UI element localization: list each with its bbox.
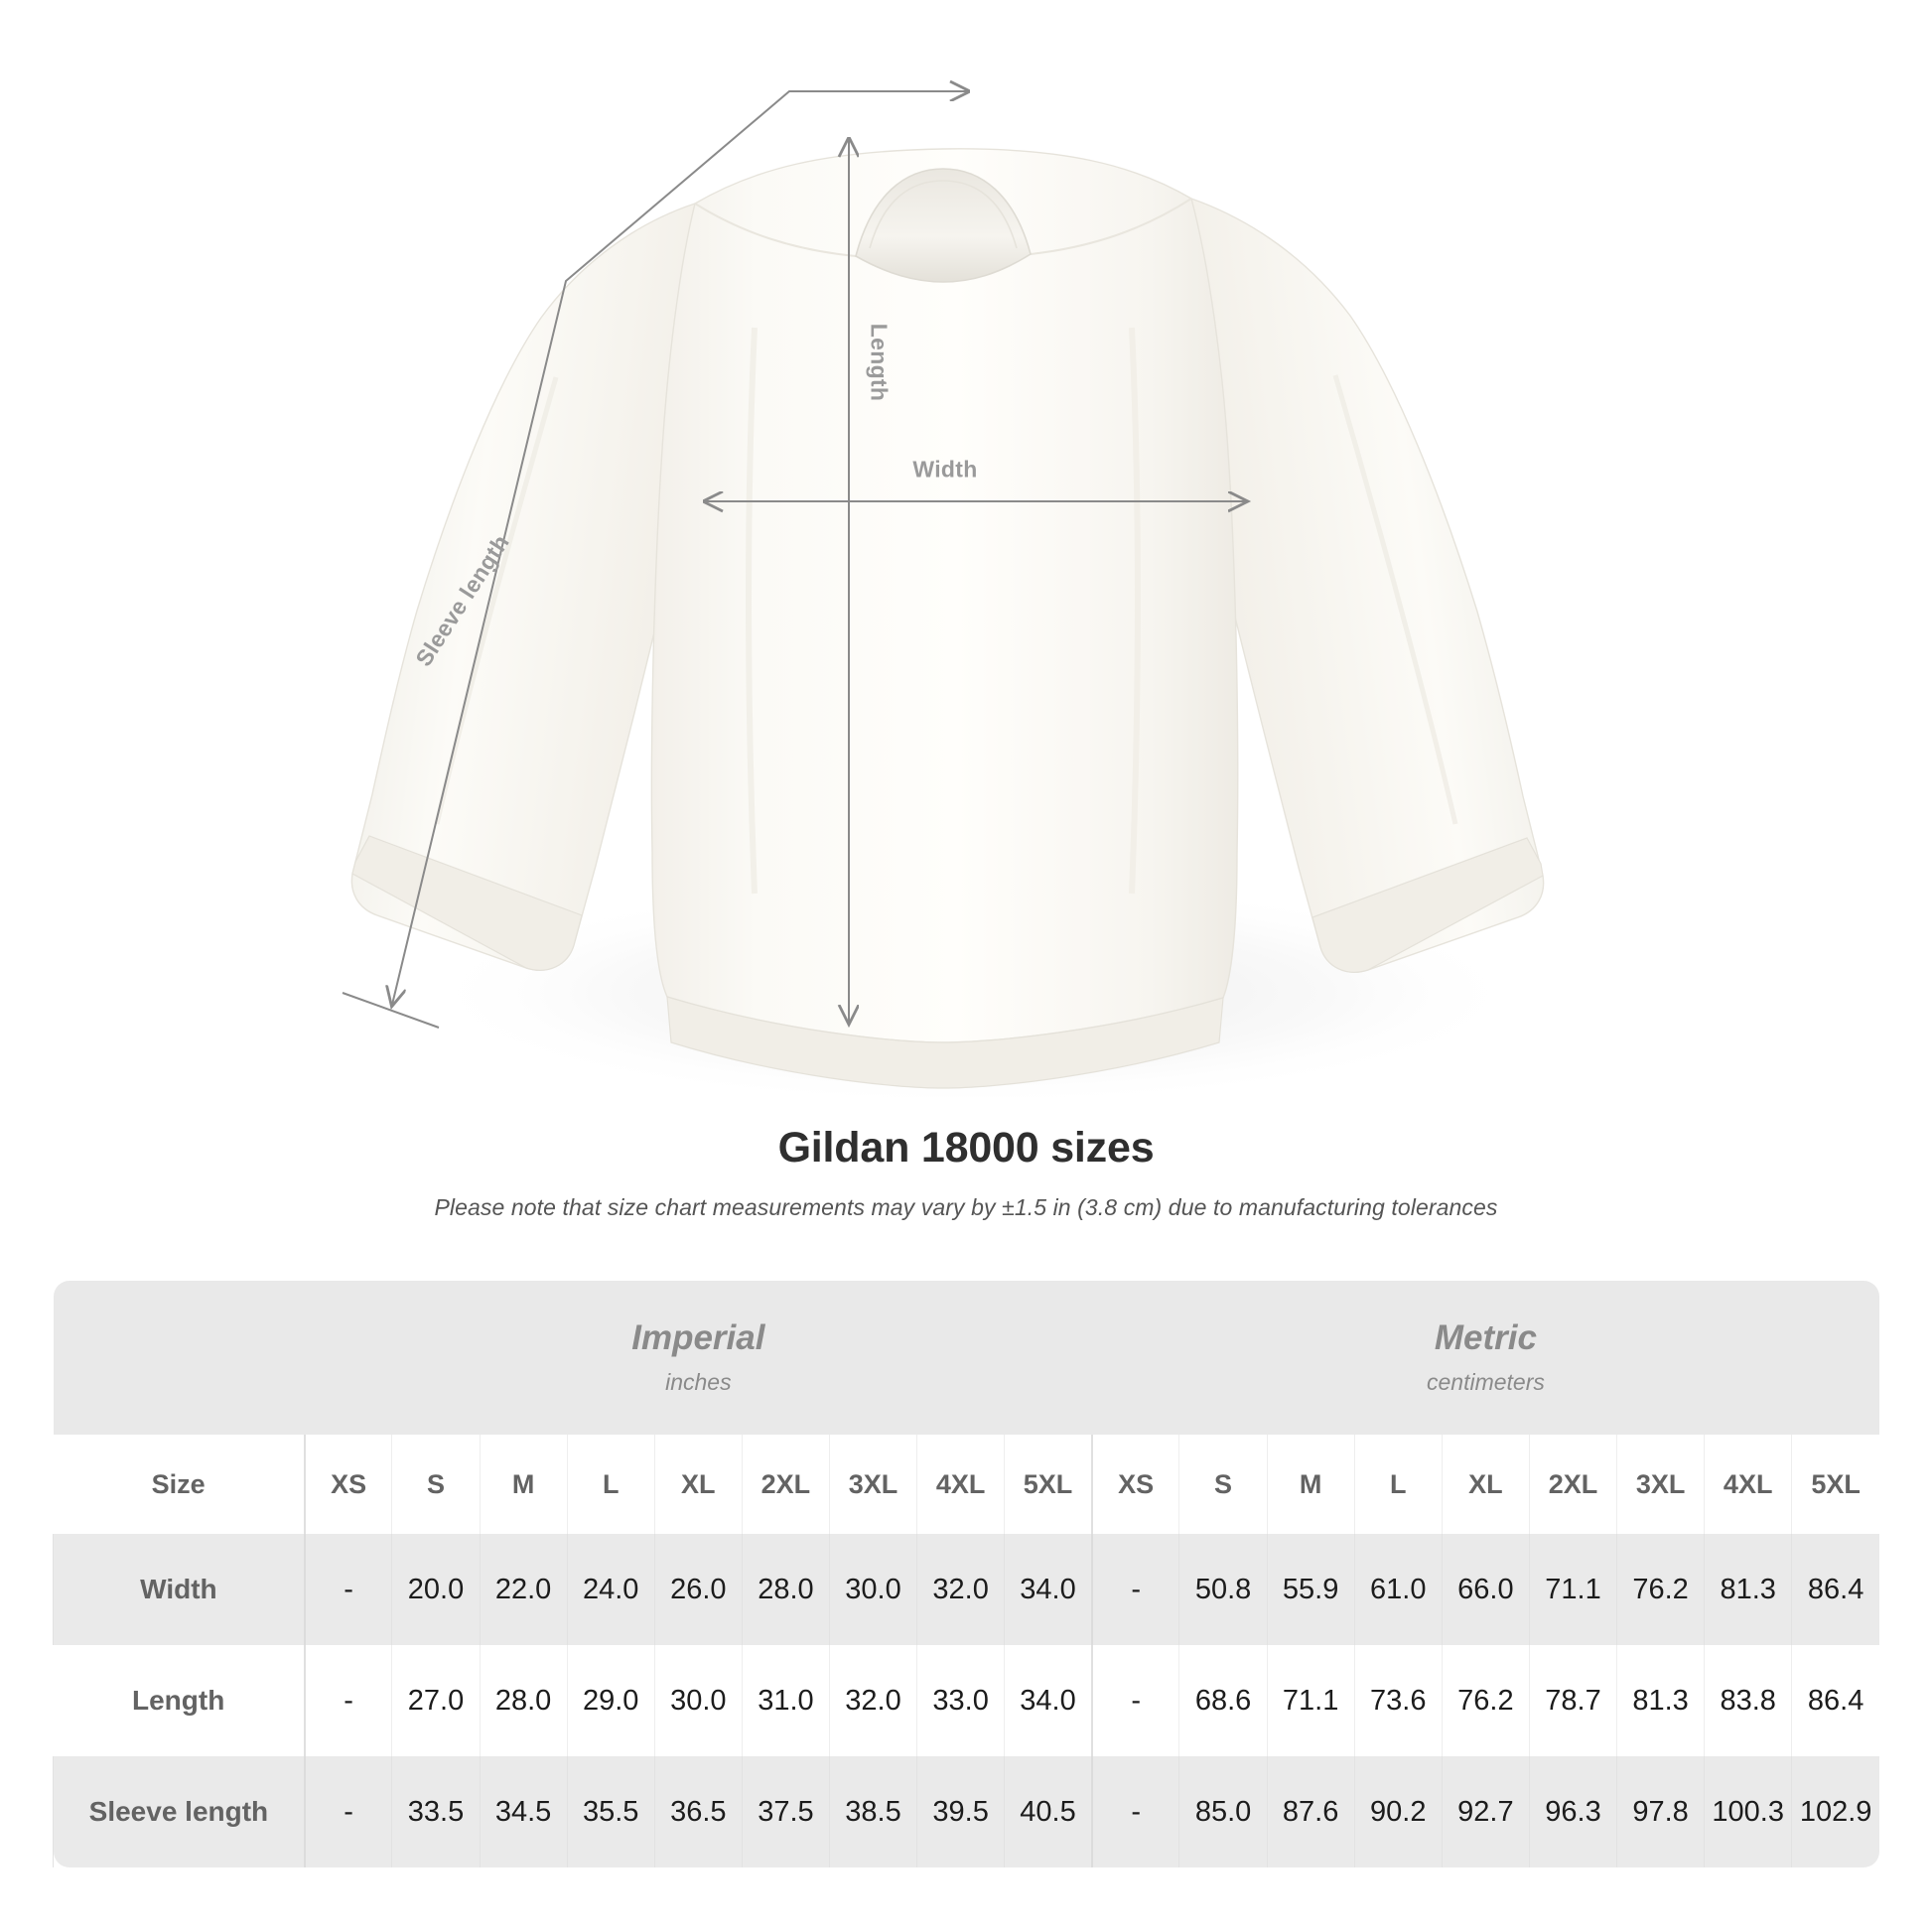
header-met-xs: XS	[1090, 1435, 1179, 1534]
cell-width-imp-xs: -	[303, 1534, 392, 1645]
cell-sleeve-met-2xl: 96.3	[1528, 1756, 1617, 1867]
cell-length-met-s: 68.6	[1178, 1645, 1268, 1756]
title-block: Gildan 18000 sizes Please note that size…	[0, 1124, 1932, 1221]
cell-width-met-xl: 66.0	[1441, 1534, 1530, 1645]
garment-illustration: Width Length Sleeve length	[342, 0, 1545, 1107]
width-dimension-label: Width	[912, 456, 978, 483]
cell-sleeve-imp-5xl: 40.5	[1004, 1756, 1092, 1867]
table-header-row: Size XS S M L XL 2XL 3XL 4XL 5XL XS S M …	[53, 1435, 1879, 1534]
cell-length-met-m: 71.1	[1266, 1645, 1355, 1756]
cell-width-imp-5xl: 34.0	[1004, 1534, 1092, 1645]
cell-width-imp-xl: 26.0	[653, 1534, 743, 1645]
unit-band-row: Imperial inches Metric centimeters	[53, 1281, 1879, 1435]
cell-length-imp-xs: -	[303, 1645, 392, 1756]
header-imp-2xl: 2XL	[741, 1435, 830, 1534]
header-imp-4xl: 4XL	[916, 1435, 1005, 1534]
sweatshirt-graphic	[350, 148, 1545, 1089]
imperial-sub-label: inches	[665, 1369, 732, 1396]
header-met-5xl: 5XL	[1791, 1435, 1879, 1534]
cell-length-imp-2xl: 31.0	[741, 1645, 830, 1756]
cell-sleeve-imp-s: 33.5	[391, 1756, 481, 1867]
header-imp-m: M	[479, 1435, 568, 1534]
page-title: Gildan 18000 sizes	[777, 1124, 1155, 1172]
cell-width-imp-l: 24.0	[566, 1534, 655, 1645]
header-met-s: S	[1178, 1435, 1268, 1534]
cell-width-met-5xl: 86.4	[1791, 1534, 1879, 1645]
header-imp-xl: XL	[653, 1435, 743, 1534]
header-imp-xs: XS	[303, 1435, 392, 1534]
cell-sleeve-met-3xl: 97.8	[1616, 1756, 1705, 1867]
imperial-label: Imperial	[631, 1317, 765, 1357]
cell-sleeve-met-m: 87.6	[1266, 1756, 1355, 1867]
cell-sleeve-imp-xs: -	[303, 1756, 392, 1867]
cell-sleeve-imp-4xl: 39.5	[916, 1756, 1005, 1867]
size-chart-table: Imperial inches Metric centimeters Size …	[52, 1281, 1879, 1867]
table-row-length: Length - 27.0 28.0 29.0 30.0 31.0 32.0 3…	[53, 1645, 1879, 1756]
cell-sleeve-imp-2xl: 37.5	[741, 1756, 830, 1867]
cell-width-met-l: 61.0	[1353, 1534, 1443, 1645]
cell-sleeve-imp-xl: 36.5	[653, 1756, 743, 1867]
metric-unit-cell: Metric centimeters	[1091, 1281, 1879, 1435]
cell-length-imp-s: 27.0	[391, 1645, 481, 1756]
cell-width-imp-4xl: 32.0	[916, 1534, 1005, 1645]
imperial-unit-cell: Imperial inches	[304, 1281, 1092, 1435]
cell-width-met-m: 55.9	[1266, 1534, 1355, 1645]
cell-length-imp-m: 28.0	[479, 1645, 568, 1756]
cell-length-met-3xl: 81.3	[1616, 1645, 1705, 1756]
table-row-sleeve-length: Sleeve length - 33.5 34.5 35.5 36.5 37.5…	[52, 1756, 1879, 1867]
metric-label: Metric	[1434, 1317, 1537, 1357]
cell-sleeve-imp-l: 35.5	[566, 1756, 655, 1867]
length-dimension-label: Length	[866, 323, 893, 402]
sleeve-measure-line	[342, 91, 968, 1029]
cell-length-imp-5xl: 34.0	[1004, 1645, 1092, 1756]
header-met-xl: XL	[1441, 1435, 1530, 1534]
cell-length-met-4xl: 83.8	[1704, 1645, 1792, 1756]
row-label-sleeve-length: Sleeve length	[52, 1756, 305, 1867]
cell-length-met-xl: 76.2	[1441, 1645, 1530, 1756]
unit-band-spacer	[53, 1281, 305, 1435]
tolerance-note: Please note that size chart measurements…	[434, 1194, 1498, 1220]
cell-length-imp-4xl: 33.0	[916, 1645, 1005, 1756]
header-met-2xl: 2XL	[1528, 1435, 1617, 1534]
header-met-m: M	[1266, 1435, 1355, 1534]
header-imp-3xl: 3XL	[828, 1435, 917, 1534]
cell-width-met-xs: -	[1090, 1534, 1179, 1645]
header-met-3xl: 3XL	[1616, 1435, 1705, 1534]
cell-sleeve-met-xl: 92.7	[1441, 1756, 1530, 1867]
cell-length-met-xs: -	[1090, 1645, 1179, 1756]
cell-length-imp-xl: 30.0	[653, 1645, 743, 1756]
row-label-length: Length	[53, 1645, 305, 1756]
cell-width-imp-2xl: 28.0	[741, 1534, 830, 1645]
cell-length-imp-l: 29.0	[566, 1645, 655, 1756]
cell-length-imp-3xl: 32.0	[828, 1645, 917, 1756]
header-imp-l: L	[566, 1435, 655, 1534]
row-label-width: Width	[52, 1534, 305, 1645]
table-row-width: Width - 20.0 22.0 24.0 26.0 28.0 30.0 32…	[52, 1534, 1879, 1645]
cell-length-met-5xl: 86.4	[1791, 1645, 1879, 1756]
header-met-4xl: 4XL	[1704, 1435, 1792, 1534]
header-imp-s: S	[391, 1435, 481, 1534]
cell-width-met-4xl: 81.3	[1704, 1534, 1792, 1645]
cell-sleeve-met-4xl: 100.3	[1704, 1756, 1792, 1867]
cell-sleeve-imp-m: 34.5	[479, 1756, 568, 1867]
cell-length-met-l: 73.6	[1353, 1645, 1443, 1756]
cell-sleeve-met-l: 90.2	[1353, 1756, 1443, 1867]
cell-width-met-3xl: 76.2	[1616, 1534, 1705, 1645]
size-chart-table-wrapper: Imperial inches Metric centimeters Size …	[52, 1281, 1879, 1867]
cell-sleeve-met-5xl: 102.9	[1791, 1756, 1879, 1867]
garment-svg	[342, 0, 1545, 1107]
header-met-l: L	[1353, 1435, 1443, 1534]
cell-width-imp-s: 20.0	[391, 1534, 481, 1645]
cell-width-imp-3xl: 30.0	[828, 1534, 917, 1645]
header-size: Size	[53, 1435, 305, 1534]
header-imp-5xl: 5XL	[1004, 1435, 1092, 1534]
cell-width-met-s: 50.8	[1178, 1534, 1268, 1645]
cell-length-met-2xl: 78.7	[1528, 1645, 1617, 1756]
cell-width-met-2xl: 71.1	[1528, 1534, 1617, 1645]
cell-sleeve-met-xs: -	[1090, 1756, 1179, 1867]
cell-sleeve-met-s: 85.0	[1178, 1756, 1268, 1867]
cell-sleeve-imp-3xl: 38.5	[828, 1756, 917, 1867]
metric-sub-label: centimeters	[1427, 1369, 1545, 1396]
cell-width-imp-m: 22.0	[479, 1534, 568, 1645]
